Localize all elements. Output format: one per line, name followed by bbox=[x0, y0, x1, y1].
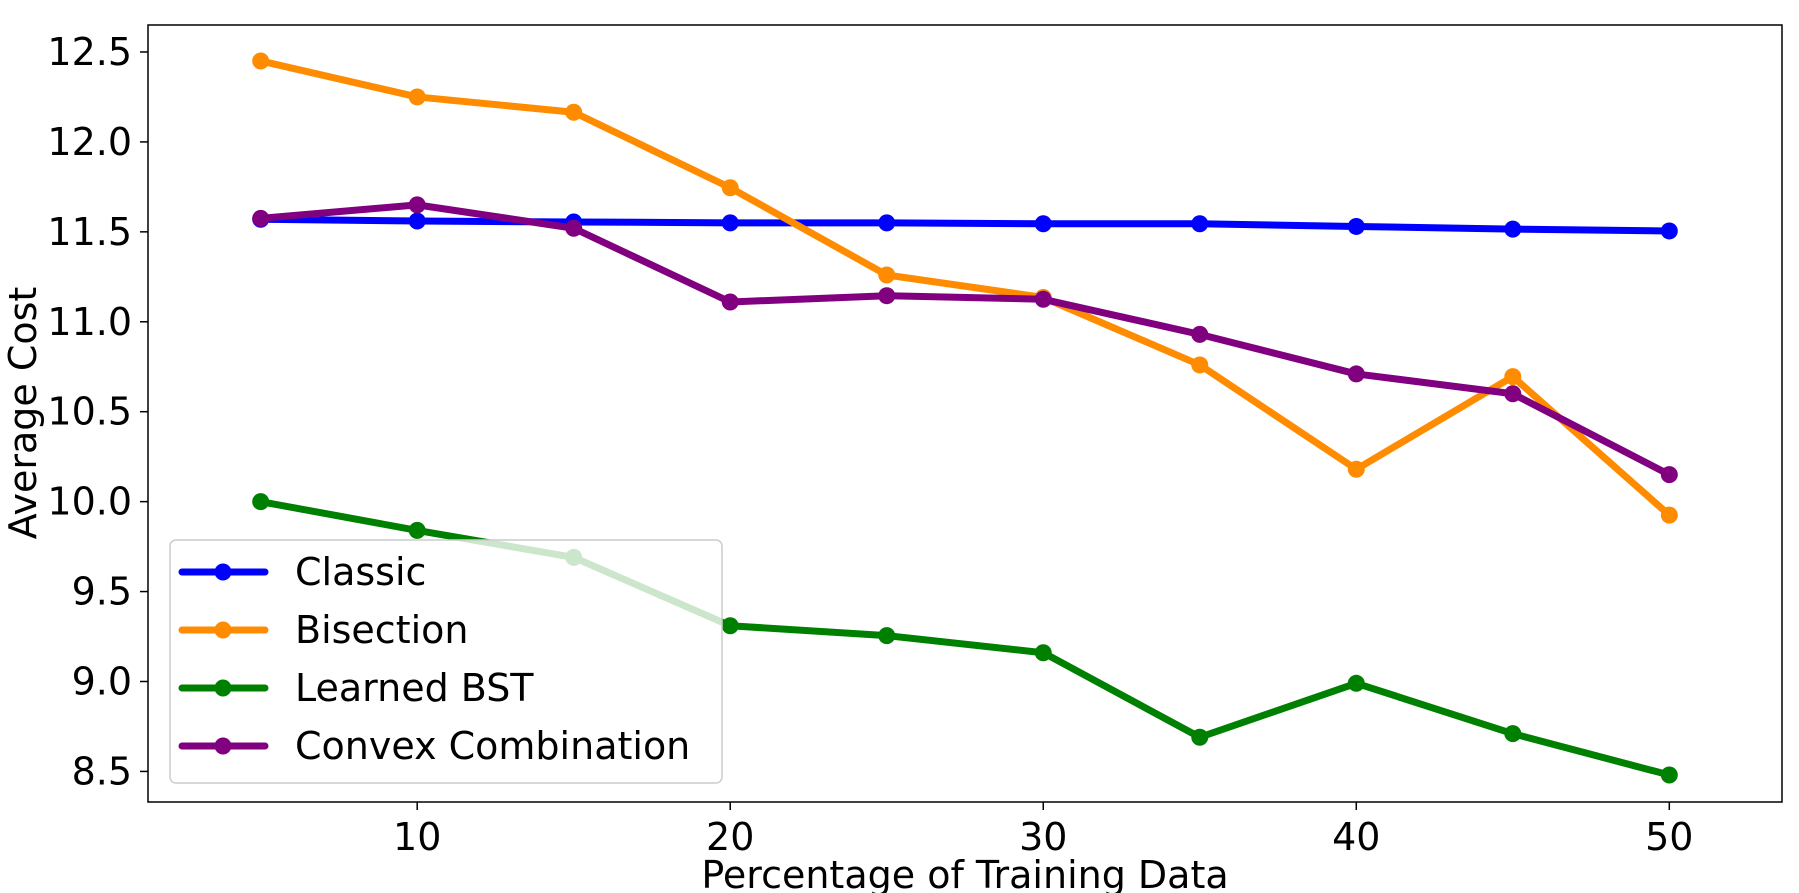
x-axis: 10 20 30 40 50 bbox=[393, 802, 1693, 859]
y-tick-label: 9.0 bbox=[72, 659, 132, 703]
legend-item-convex-combination: Convex Combination bbox=[178, 724, 690, 768]
series-layer bbox=[252, 52, 1678, 784]
data-point-bisection bbox=[1660, 506, 1678, 524]
data-point-learned-bst bbox=[878, 627, 896, 645]
data-point-bisection bbox=[252, 52, 270, 70]
legend-label: Classic bbox=[295, 550, 426, 594]
data-point-convex-combination bbox=[1504, 385, 1522, 403]
data-point-convex-combination bbox=[721, 293, 739, 311]
legend-swatch-marker bbox=[214, 563, 232, 581]
series-line-classic bbox=[257, 215, 1673, 235]
data-point-convex-combination bbox=[408, 196, 426, 214]
y-tick-label: 12.5 bbox=[47, 30, 132, 74]
legend-label: Convex Combination bbox=[295, 724, 690, 768]
legend-swatch-marker bbox=[214, 737, 232, 755]
series-classic bbox=[252, 210, 1678, 240]
plot-frame bbox=[147, 24, 1783, 803]
data-point-classic bbox=[1347, 217, 1365, 235]
data-point-bisection bbox=[721, 179, 739, 197]
series-line-convex-combination bbox=[257, 201, 1673, 479]
y-tick-label: 10.0 bbox=[47, 480, 132, 524]
data-point-convex-combination bbox=[1191, 325, 1209, 343]
y-tick-label: 12.0 bbox=[47, 120, 132, 164]
data-point-classic bbox=[1660, 222, 1678, 240]
data-point-classic bbox=[408, 212, 426, 230]
legend-swatch-marker bbox=[214, 679, 232, 697]
series-line-bisection bbox=[257, 57, 1673, 519]
data-point-bisection bbox=[878, 266, 896, 284]
y-axis: 8.5 9.0 9.5 10.0 10.5 11.0 11.5 12.0 12.5 bbox=[47, 30, 148, 793]
data-point-classic bbox=[878, 214, 896, 232]
x-tick-label: 20 bbox=[706, 815, 754, 859]
legend-item-classic: Classic bbox=[178, 550, 426, 594]
data-point-convex-combination bbox=[252, 209, 270, 227]
data-point-bisection bbox=[1504, 368, 1522, 386]
data-point-learned-bst bbox=[1504, 725, 1522, 743]
data-point-learned-bst bbox=[252, 493, 270, 511]
x-tick-label: 50 bbox=[1645, 815, 1693, 859]
data-point-convex-combination bbox=[1660, 466, 1678, 484]
y-axis-label: Average Cost bbox=[1, 287, 45, 540]
legend-label: Learned BST bbox=[295, 666, 534, 710]
legend-item-bisection: Bisection bbox=[178, 608, 469, 652]
data-point-classic bbox=[1504, 220, 1522, 238]
series-convex-combination bbox=[252, 196, 1678, 484]
y-tick-label: 8.5 bbox=[72, 749, 132, 793]
data-point-learned-bst bbox=[1191, 728, 1209, 746]
data-point-learned-bst bbox=[1347, 674, 1365, 692]
data-point-bisection bbox=[565, 103, 583, 121]
data-point-bisection bbox=[1191, 356, 1209, 374]
data-point-learned-bst bbox=[1034, 644, 1052, 662]
x-axis-label: Percentage of Training Data bbox=[701, 853, 1228, 893]
data-point-convex-combination bbox=[565, 219, 583, 237]
data-point-bisection bbox=[408, 88, 426, 106]
legend-swatch-marker bbox=[214, 621, 232, 639]
legend: Classic Bisection Learned BST Convex Combin… bbox=[169, 539, 723, 784]
data-point-learned-bst bbox=[1660, 766, 1678, 784]
data-point-bisection bbox=[1347, 460, 1365, 478]
data-point-classic bbox=[1034, 215, 1052, 233]
data-point-convex-combination bbox=[878, 287, 896, 305]
y-tick-label: 11.5 bbox=[47, 210, 132, 254]
legend-box bbox=[169, 539, 723, 784]
legend-item-learned-bst: Learned BST bbox=[178, 666, 534, 710]
y-tick-label: 10.5 bbox=[47, 390, 132, 434]
y-tick-label: 11.0 bbox=[47, 300, 132, 344]
y-tick-label: 9.5 bbox=[72, 570, 132, 614]
data-point-learned-bst bbox=[408, 521, 426, 539]
data-point-learned-bst bbox=[721, 617, 739, 635]
series-bisection bbox=[252, 52, 1678, 524]
data-point-convex-combination bbox=[1034, 290, 1052, 308]
legend-label: Bisection bbox=[295, 608, 469, 652]
data-point-classic bbox=[1191, 215, 1209, 233]
data-point-classic bbox=[721, 214, 739, 232]
x-tick-label: 30 bbox=[1019, 815, 1067, 859]
data-point-convex-combination bbox=[1347, 365, 1365, 383]
x-tick-label: 10 bbox=[393, 815, 441, 859]
x-tick-label: 40 bbox=[1332, 815, 1380, 859]
